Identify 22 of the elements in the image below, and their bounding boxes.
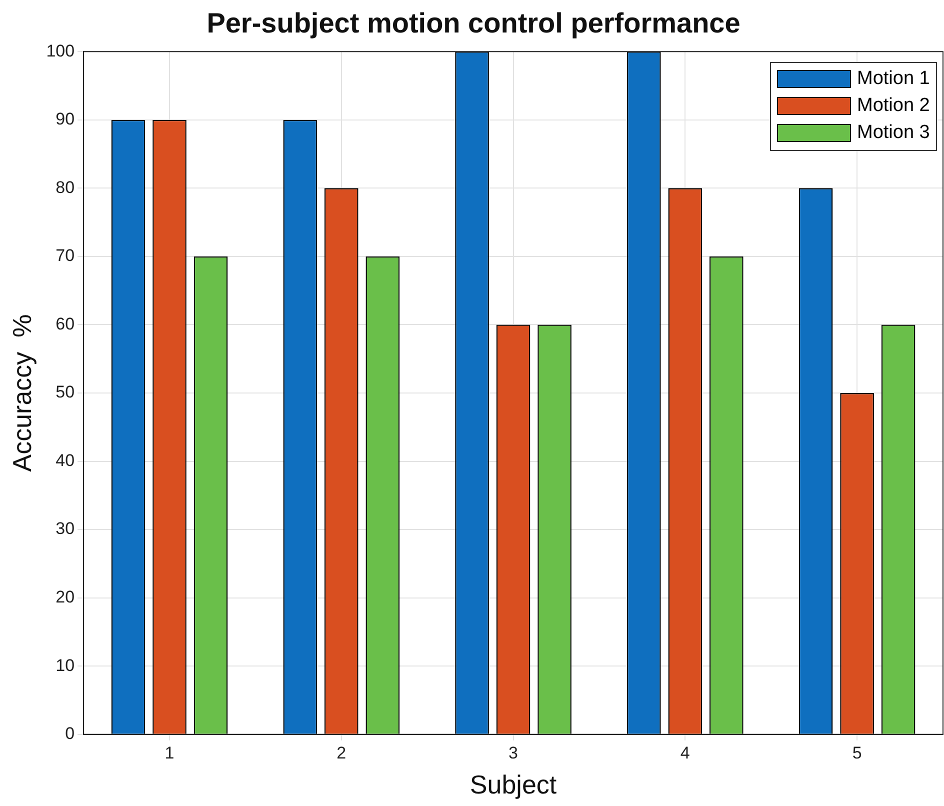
x-tick-label: 4	[680, 743, 690, 762]
y-tick-label: 100	[46, 41, 75, 60]
y-tick-label: 90	[56, 110, 75, 129]
y-axis-title: Accuraccy %	[6, 314, 37, 472]
y-tick-label: 40	[56, 450, 75, 470]
x-tick-label: 1	[164, 743, 174, 762]
chart-title: Per-subject motion control performance	[206, 8, 740, 39]
y-tick-label: 20	[56, 588, 75, 607]
x-tick-label: 5	[852, 743, 862, 762]
x-tick-label: 3	[508, 743, 518, 762]
y-tick-label: 10	[56, 656, 75, 675]
y-tick-label: 60	[56, 314, 75, 334]
y-tick-label: 0	[65, 724, 75, 744]
legend-label: Motion 2	[857, 95, 930, 118]
x-axis-title: Subject	[470, 770, 558, 800]
x-tick-label: 2	[336, 743, 346, 762]
y-tick-label: 80	[56, 178, 75, 197]
legend-label: Motion 1	[857, 68, 930, 90]
y-tick-label: 50	[56, 382, 75, 402]
legend-label: Motion 3	[857, 122, 930, 144]
y-tick-label: 70	[56, 246, 75, 266]
y-tick-label: 30	[56, 519, 75, 538]
